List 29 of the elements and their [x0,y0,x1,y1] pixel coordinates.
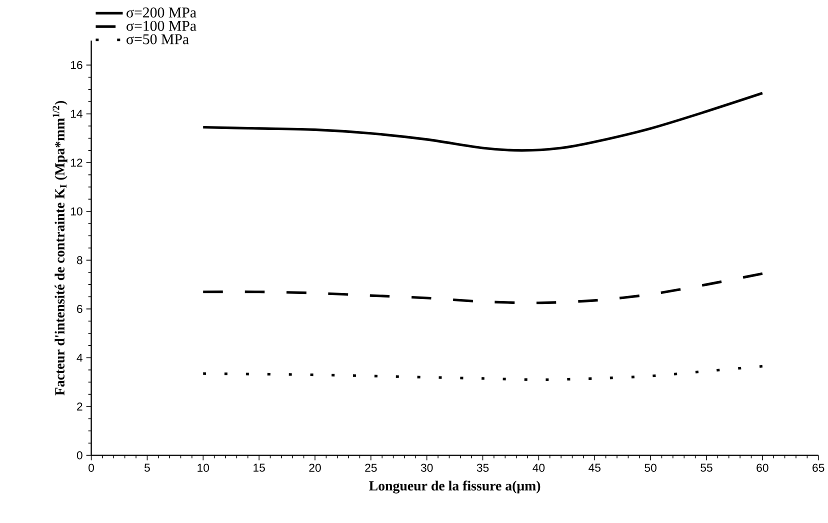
x-tick-label: 5 [144,464,150,472]
y-tick-label: 0 [76,451,82,460]
y-tick-label: 8 [76,256,82,264]
legend-label: σ=200 MPa [126,8,196,18]
x-tick-label: 60 [756,464,768,472]
x-tick-label: 30 [420,464,433,472]
y-tick-label: 2 [77,402,82,411]
x-tick-label: 40 [532,464,545,472]
legend-label: σ=100 MPa [126,20,196,32]
x-tick-label: 45 [588,464,600,472]
y-tick-label: 16 [70,61,82,70]
x-tick-label: 35 [476,464,489,472]
x-tick-label: 25 [365,464,377,472]
y-tick-label: 4 [76,354,82,362]
x-tick-label: 15 [254,464,265,472]
y-tick-label: 6 [77,305,82,314]
x-axis-title: Longueur de la fissure a(μm) [369,480,540,494]
x-tick-label: 65 [812,464,824,472]
x-tick-label: 0 [88,464,94,472]
line-series [202,92,764,152]
x-tick-label: 20 [309,464,321,472]
y-axis-title: Facteur d'intensité de contrainte K$_{I}$ (Mpa*mm$^{1/2}$) [52,101,68,396]
y-tick-label: 10 [70,207,82,216]
legend-label: σ=50 MPa [126,34,189,44]
x-tick-label: 55 [700,464,712,472]
x-tick-label: 10 [198,464,210,472]
x-tick-label: 50 [644,464,656,472]
y-tick-label: 14 [70,110,82,118]
y-tick-label: 12 [70,158,82,167]
